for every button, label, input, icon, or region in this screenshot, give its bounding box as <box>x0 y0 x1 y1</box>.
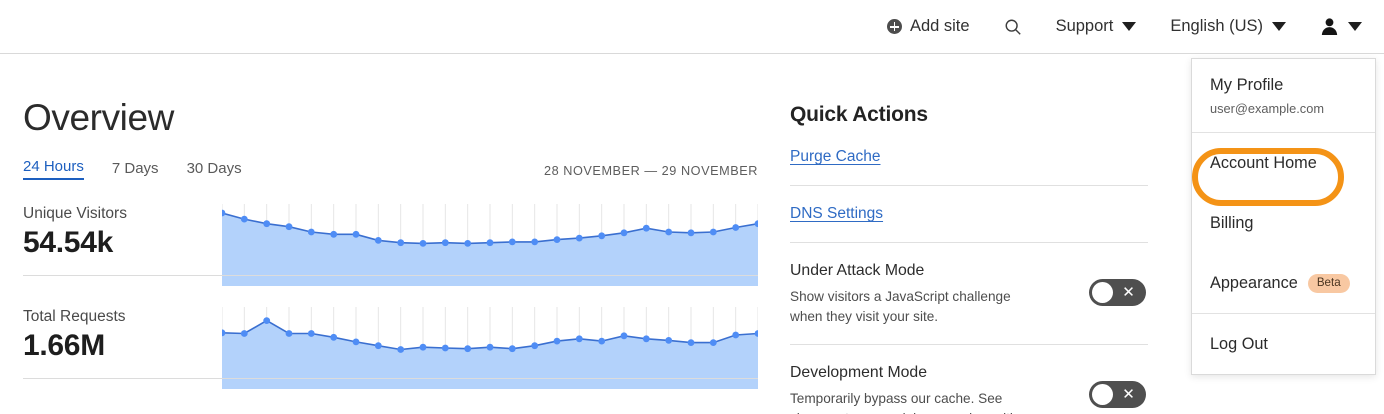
row-description: Show visitors a JavaScript challenge whe… <box>790 289 1011 324</box>
tab-7-days[interactable]: 7 Days <box>111 160 159 177</box>
divider <box>790 344 1148 345</box>
menu-item-label: Appearance <box>1210 274 1298 292</box>
plus-circle-icon <box>886 19 902 34</box>
top-navigation-bar: Add site Support English (US) <box>0 0 1384 54</box>
add-site-label: Add site <box>909 17 970 35</box>
language-label: English (US) <box>1170 17 1263 35</box>
close-x-icon: ✕ <box>1122 386 1135 403</box>
menu-item-label: Billing <box>1210 214 1254 232</box>
divider <box>790 242 1148 243</box>
search-button[interactable] <box>1004 18 1022 36</box>
divider <box>790 185 1148 186</box>
metric-value: 54.54k <box>23 226 113 259</box>
support-menu[interactable]: Support <box>1056 17 1137 36</box>
account-menu-button[interactable] <box>1320 17 1362 36</box>
chevron-down-icon <box>1272 22 1286 31</box>
total-requests-sparkline-chart[interactable] <box>222 307 758 389</box>
menu-item-account-home[interactable]: Account Home <box>1192 133 1375 193</box>
menu-item-log-out[interactable]: Log Out <box>1192 314 1375 374</box>
time-range-tabs: 24 Hours 7 Days 30 Days 28 NOVEMBER — 29… <box>23 158 758 180</box>
under-attack-mode-toggle[interactable]: ✕ <box>1089 279 1146 306</box>
page-title: Overview <box>23 97 174 138</box>
dns-settings-link[interactable]: DNS Settings <box>790 205 884 222</box>
metric-unique-visitors: Unique Visitors 54.54k <box>23 204 758 286</box>
toggle-knob <box>1092 384 1113 405</box>
quick-actions-title: Quick Actions <box>790 103 928 126</box>
metric-total-requests: Total Requests 1.66M <box>23 307 758 389</box>
divider <box>23 378 758 379</box>
menu-item-billing[interactable]: Billing <box>1192 193 1375 253</box>
unique-visitors-sparkline-chart[interactable] <box>222 204 758 286</box>
dropdown-profile-block[interactable]: My Profile user@example.com <box>1192 59 1375 132</box>
metric-value: 1.66M <box>23 329 105 362</box>
toggle-knob <box>1092 282 1113 303</box>
metric-label: Unique Visitors <box>23 205 127 222</box>
menu-item-label: Account Home <box>1210 154 1317 172</box>
language-menu[interactable]: English (US) <box>1170 17 1286 36</box>
account-dropdown-menu: My Profile user@example.com Account Home… <box>1191 58 1376 375</box>
under-attack-mode-row: Under Attack Mode Show visitors a JavaSc… <box>790 243 1148 326</box>
menu-item-label: Log Out <box>1210 335 1268 353</box>
divider <box>1192 313 1375 314</box>
menu-item-appearance[interactable]: Appearance Beta <box>1192 253 1375 313</box>
person-icon <box>1321 18 1338 36</box>
search-icon <box>1005 19 1021 35</box>
row-title: Development Mode <box>790 364 927 381</box>
date-range-label: 28 NOVEMBER — 29 NOVEMBER <box>544 164 758 178</box>
row-description: Temporarily bypass our cache. See change… <box>790 391 1036 414</box>
divider <box>1192 132 1375 133</box>
purge-cache-link[interactable]: Purge Cache <box>790 148 881 165</box>
support-label: Support <box>1055 17 1114 35</box>
close-x-icon: ✕ <box>1122 284 1135 301</box>
row-title: Under Attack Mode <box>790 262 925 279</box>
quick-actions-section: Quick Actions Purge Cache DNS Settings U… <box>790 101 1148 414</box>
beta-badge: Beta <box>1307 273 1350 293</box>
overview-section: Overview 24 Hours 7 Days 30 Days 28 NOVE… <box>23 96 758 389</box>
divider <box>23 275 758 276</box>
my-profile-label: My Profile <box>1210 76 1284 94</box>
chevron-down-icon <box>1348 22 1362 31</box>
tab-24-hours[interactable]: 24 Hours <box>23 158 84 180</box>
add-site-button[interactable]: Add site <box>886 17 970 36</box>
tab-30-days[interactable]: 30 Days <box>186 160 242 177</box>
profile-email: user@example.com <box>1210 101 1324 116</box>
chevron-down-icon <box>1122 22 1137 31</box>
development-mode-toggle[interactable]: ✕ <box>1089 381 1146 408</box>
metric-label: Total Requests <box>23 308 126 325</box>
development-mode-row: Development Mode Temporarily bypass our … <box>790 345 1148 414</box>
